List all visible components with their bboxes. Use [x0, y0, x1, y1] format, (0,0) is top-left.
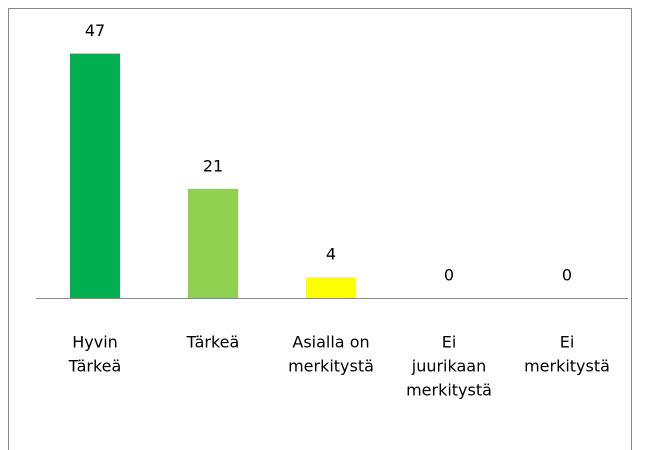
data-label: 4 [326, 245, 336, 264]
data-label: 0 [562, 266, 572, 285]
x-tick-label: Ei [442, 333, 457, 352]
x-tick-label: merkitystä [524, 357, 610, 376]
data-label: 47 [85, 21, 105, 40]
x-tick-label: merkitystä [406, 381, 492, 400]
x-tick-label: merkitystä [288, 357, 374, 376]
bar [70, 53, 120, 298]
x-tick-label: Hyvin [72, 333, 118, 352]
bar [188, 188, 238, 298]
data-label: 0 [444, 266, 454, 285]
x-tick-label: juurikaan [411, 357, 486, 376]
data-label: 21 [203, 156, 223, 175]
x-tick-label: Ei [560, 333, 575, 352]
x-tick-label: Asialla on [292, 333, 369, 352]
x-tick-label: Tärkeä [186, 333, 240, 352]
x-tick-label: Tärkeä [68, 357, 122, 376]
bar [306, 277, 356, 298]
